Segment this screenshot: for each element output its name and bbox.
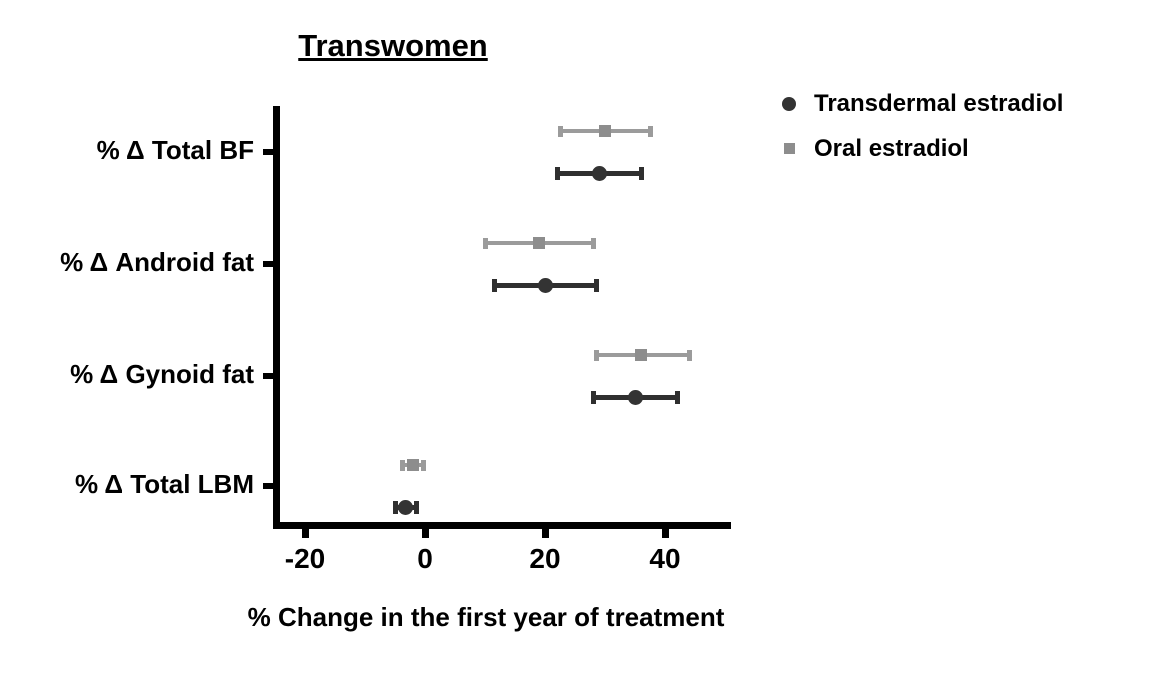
data-marker-square — [635, 349, 647, 361]
error-bar-cap — [491, 278, 497, 292]
category-label: % Δ Android fat — [60, 247, 254, 277]
data-marker-circle — [397, 499, 413, 515]
x-axis-label: % Change in the first year of treatment — [247, 602, 725, 632]
x-tick — [662, 529, 669, 538]
x-tick-label: -20 — [284, 543, 326, 574]
circle-marker-icon — [781, 96, 797, 111]
error-bar-cap — [647, 125, 653, 137]
data-marker-circle — [627, 389, 643, 405]
x-tick-label: 0 — [417, 543, 433, 574]
data-marker-square — [599, 125, 611, 137]
x-tick-label: 20 — [529, 543, 561, 574]
error-bar-cap — [686, 349, 692, 361]
error-bar-cap — [392, 500, 398, 514]
error-bar-cap — [590, 237, 596, 249]
legend-item-transdermal: Transdermal estradiol — [781, 81, 1063, 126]
error-bar-cap — [400, 459, 406, 471]
y-tick — [263, 261, 273, 267]
error-bar-cap — [674, 390, 680, 404]
legend: Transdermal estradiol Oral estradiol — [781, 81, 1063, 171]
x-tick — [302, 529, 309, 538]
legend-label: Transdermal estradiol — [814, 89, 1064, 117]
square-marker-icon — [781, 143, 797, 154]
error-bar-cap — [482, 237, 488, 249]
data-marker-circle — [591, 165, 607, 181]
error-bar-cap — [593, 349, 599, 361]
x-tick-label: 40 — [649, 543, 681, 574]
x-tick — [542, 529, 549, 538]
data-marker-square — [407, 459, 419, 471]
x-tick — [422, 529, 429, 538]
error-bar-cap — [638, 166, 644, 180]
data-marker-circle — [537, 277, 553, 293]
data-marker-square — [533, 237, 545, 249]
error-bar-cap — [420, 459, 426, 471]
category-label: % Δ Gynoid fat — [70, 359, 254, 389]
category-label: % Δ Total LBM — [74, 469, 254, 499]
category-label: % Δ Total BF — [96, 135, 254, 165]
error-bar-cap — [593, 278, 599, 292]
y-axis-line — [273, 106, 280, 529]
error-bar-cap — [413, 500, 419, 514]
y-tick — [263, 149, 273, 155]
error-bar-cap — [557, 125, 563, 137]
x-axis-line — [273, 522, 731, 529]
legend-item-oral: Oral estradiol — [781, 126, 1063, 171]
y-tick — [263, 373, 273, 379]
legend-label: Oral estradiol — [814, 134, 969, 162]
error-bar-cap — [590, 390, 596, 404]
chart-title: Transwomen — [298, 28, 488, 63]
error-bar-cap — [554, 166, 560, 180]
y-tick — [263, 483, 273, 489]
